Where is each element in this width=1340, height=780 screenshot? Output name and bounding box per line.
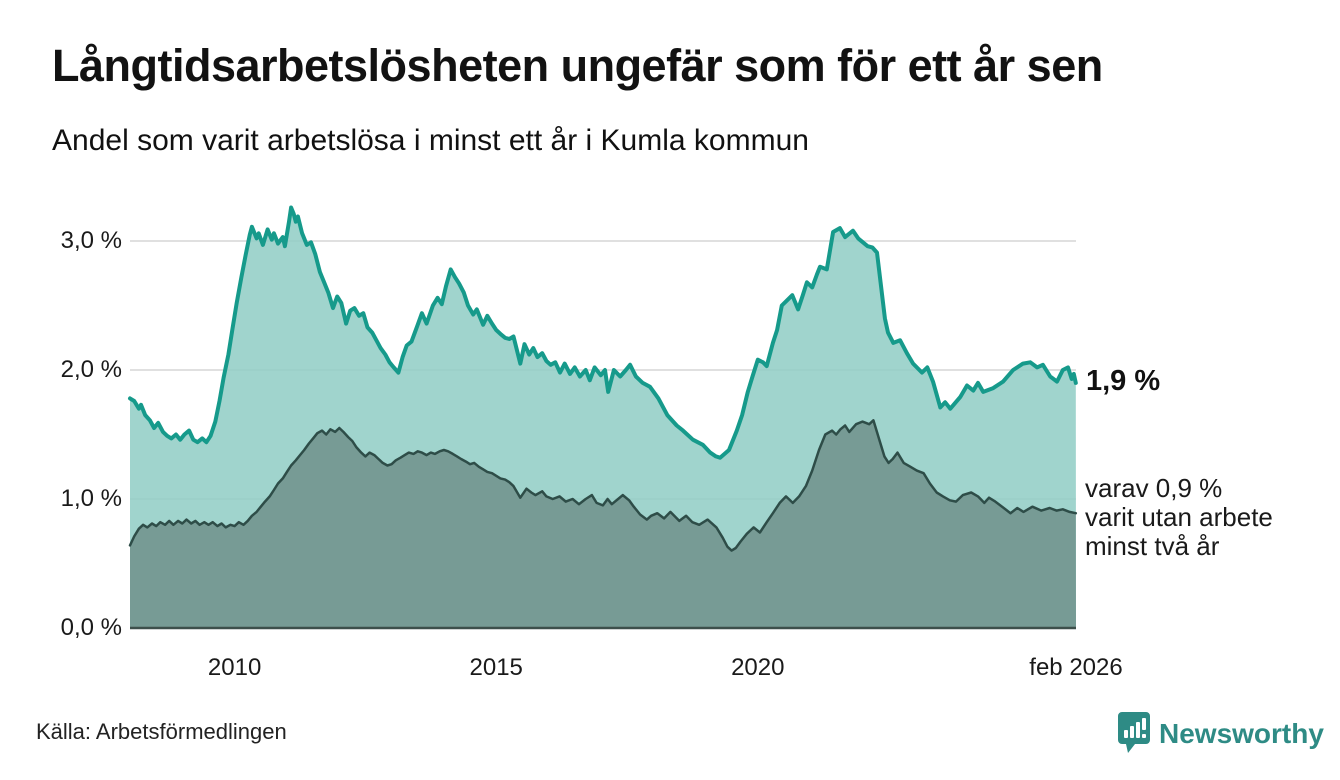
x-tick-label: feb 2026	[1029, 654, 1123, 681]
page-title: Långtidsarbetslösheten ungefär som för e…	[52, 40, 1103, 91]
two-year-annotation: varav 0,9 % varit utan arbete minst två …	[1085, 473, 1273, 561]
newsworthy-logo-icon	[1117, 711, 1151, 762]
y-tick-label: 1,0 %	[60, 485, 122, 512]
series-areas	[128, 205, 1078, 628]
source-credit: Källa: Arbetsförmedlingen	[36, 719, 287, 744]
x-tick-label: 2010	[207, 654, 262, 681]
y-tick-label: 0,0 %	[60, 614, 122, 641]
x-tick-label: 2020	[731, 654, 785, 681]
newsworthy-logo: Newsworthy	[1117, 711, 1324, 761]
x-tick-label: 2015	[469, 654, 523, 681]
latest-value-label: 1,9 %	[1086, 365, 1161, 397]
y-tick-label: 2,0 %	[60, 356, 122, 383]
chart-subtitle: Andel som varit arbetslösa i minst ett å…	[52, 124, 809, 157]
y-tick-label: 3,0 %	[60, 227, 122, 254]
newsworthy-wordmark: Newsworthy	[1159, 718, 1324, 749]
